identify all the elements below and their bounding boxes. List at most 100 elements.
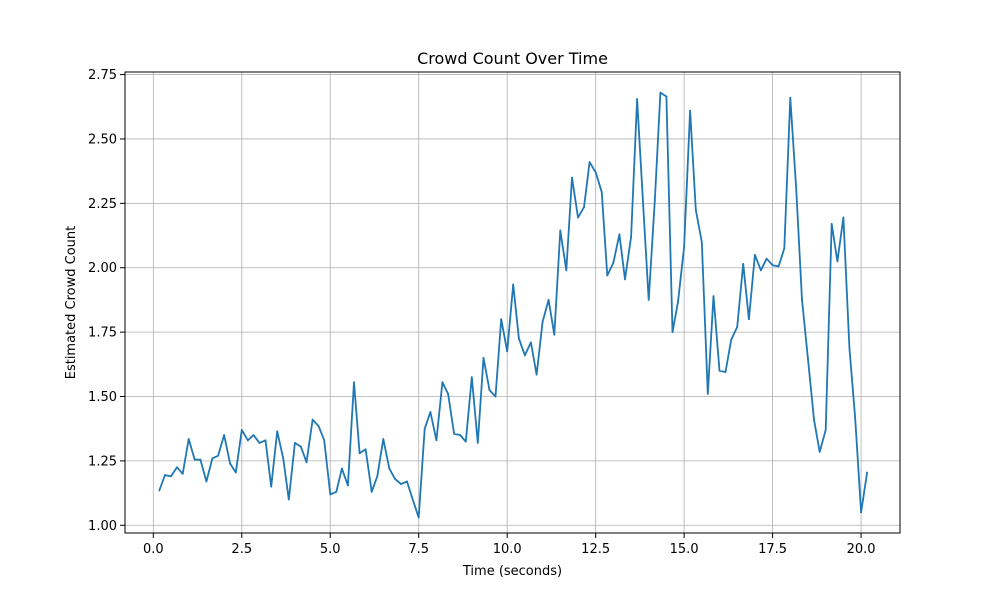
data-point — [258, 442, 261, 444]
data-point — [801, 299, 803, 301]
data-point — [565, 269, 568, 272]
x-tick-label: 7.5 — [408, 542, 429, 557]
data-point — [205, 480, 208, 483]
data-point — [807, 358, 809, 361]
data-point — [187, 438, 190, 440]
data-point — [665, 95, 668, 98]
x-tick-label: 12.5 — [581, 542, 610, 557]
data-point — [382, 438, 385, 440]
data-point — [429, 411, 432, 413]
y-tick-label: 2.75 — [88, 68, 117, 83]
data-point — [712, 295, 715, 297]
data-point — [641, 196, 644, 198]
y-tick-label: 1.25 — [88, 454, 117, 469]
data-point — [459, 434, 461, 436]
data-point — [358, 452, 361, 455]
data-point — [724, 371, 727, 373]
data-point — [718, 369, 721, 372]
data-point — [329, 493, 332, 496]
data-point — [789, 96, 792, 99]
data-point — [217, 454, 220, 457]
data-point — [818, 451, 821, 453]
data-point — [524, 354, 526, 357]
y-tick-label: 2.50 — [88, 132, 117, 147]
data-point — [500, 318, 503, 321]
data-point — [842, 216, 845, 219]
data-point — [754, 254, 756, 256]
y-tick-label: 1.00 — [88, 519, 117, 534]
data-point — [370, 490, 373, 493]
y-tick-label: 2.25 — [88, 197, 117, 212]
data-point — [547, 299, 550, 301]
y-axis-ticks: 1.00 1.25 1.50 1.75 2.00 2.25 2.50 2.75 — [88, 68, 125, 534]
data-point — [181, 472, 184, 475]
data-point — [671, 331, 674, 333]
x-tick-label: 17.5 — [758, 542, 787, 557]
x-tick-label: 10.0 — [493, 542, 522, 557]
data-point — [423, 427, 426, 430]
data-point — [223, 434, 226, 436]
data-point — [836, 260, 839, 263]
data-point — [282, 457, 285, 460]
plot-frame — [124, 71, 901, 534]
data-point — [594, 171, 597, 174]
x-tick-label: 5.0 — [320, 542, 341, 557]
data-point — [464, 440, 467, 443]
data-point — [618, 233, 621, 236]
y-axis-title: Estimated Crowd Count — [64, 226, 79, 380]
data-point — [647, 299, 650, 301]
data-point — [417, 516, 420, 519]
data-point — [476, 442, 479, 444]
data-point — [541, 320, 544, 323]
data-point — [394, 478, 396, 480]
data-point — [406, 480, 408, 483]
data-point — [264, 439, 267, 442]
data-point — [364, 448, 367, 451]
data-point — [783, 247, 786, 250]
data-point — [553, 333, 556, 336]
data-point — [335, 490, 338, 493]
x-axis-ticks: 0.0 2.5 5.0 7.5 10.0 12.5 15.0 17.5 20.0 — [143, 533, 876, 557]
data-point — [860, 511, 862, 514]
data-point — [252, 434, 255, 436]
data-point — [347, 484, 349, 487]
data-point — [606, 274, 609, 277]
data-point — [866, 471, 868, 474]
data-point — [700, 241, 703, 243]
x-tick-label: 15.0 — [670, 542, 699, 557]
data-point — [694, 208, 697, 211]
data-point — [653, 199, 656, 202]
data-point — [571, 176, 573, 179]
data-point — [736, 326, 739, 328]
data-point — [276, 430, 279, 433]
data-point — [535, 373, 538, 376]
data-point — [530, 341, 532, 344]
y-tick-label: 1.75 — [88, 326, 117, 341]
data-point — [470, 376, 473, 379]
data-point — [234, 471, 237, 474]
data-point — [559, 229, 562, 232]
chart-title: Crowd Count Over Time — [417, 49, 608, 68]
data-point — [158, 489, 161, 492]
data-point — [323, 439, 326, 442]
data-point — [512, 283, 515, 286]
data-point — [305, 461, 308, 464]
data-point — [677, 300, 679, 303]
data-point — [748, 318, 750, 321]
data-point — [630, 235, 632, 238]
data-point — [588, 161, 591, 164]
data-point — [765, 257, 768, 260]
data-point — [854, 416, 856, 418]
data-point — [659, 91, 662, 94]
data-point — [482, 357, 485, 359]
data-point — [583, 206, 585, 209]
data-point — [813, 418, 815, 421]
data-point — [518, 337, 520, 340]
data-point — [848, 346, 851, 349]
data-point — [211, 457, 214, 460]
data-point — [376, 475, 379, 478]
data-point — [229, 462, 232, 465]
data-point — [300, 445, 302, 448]
